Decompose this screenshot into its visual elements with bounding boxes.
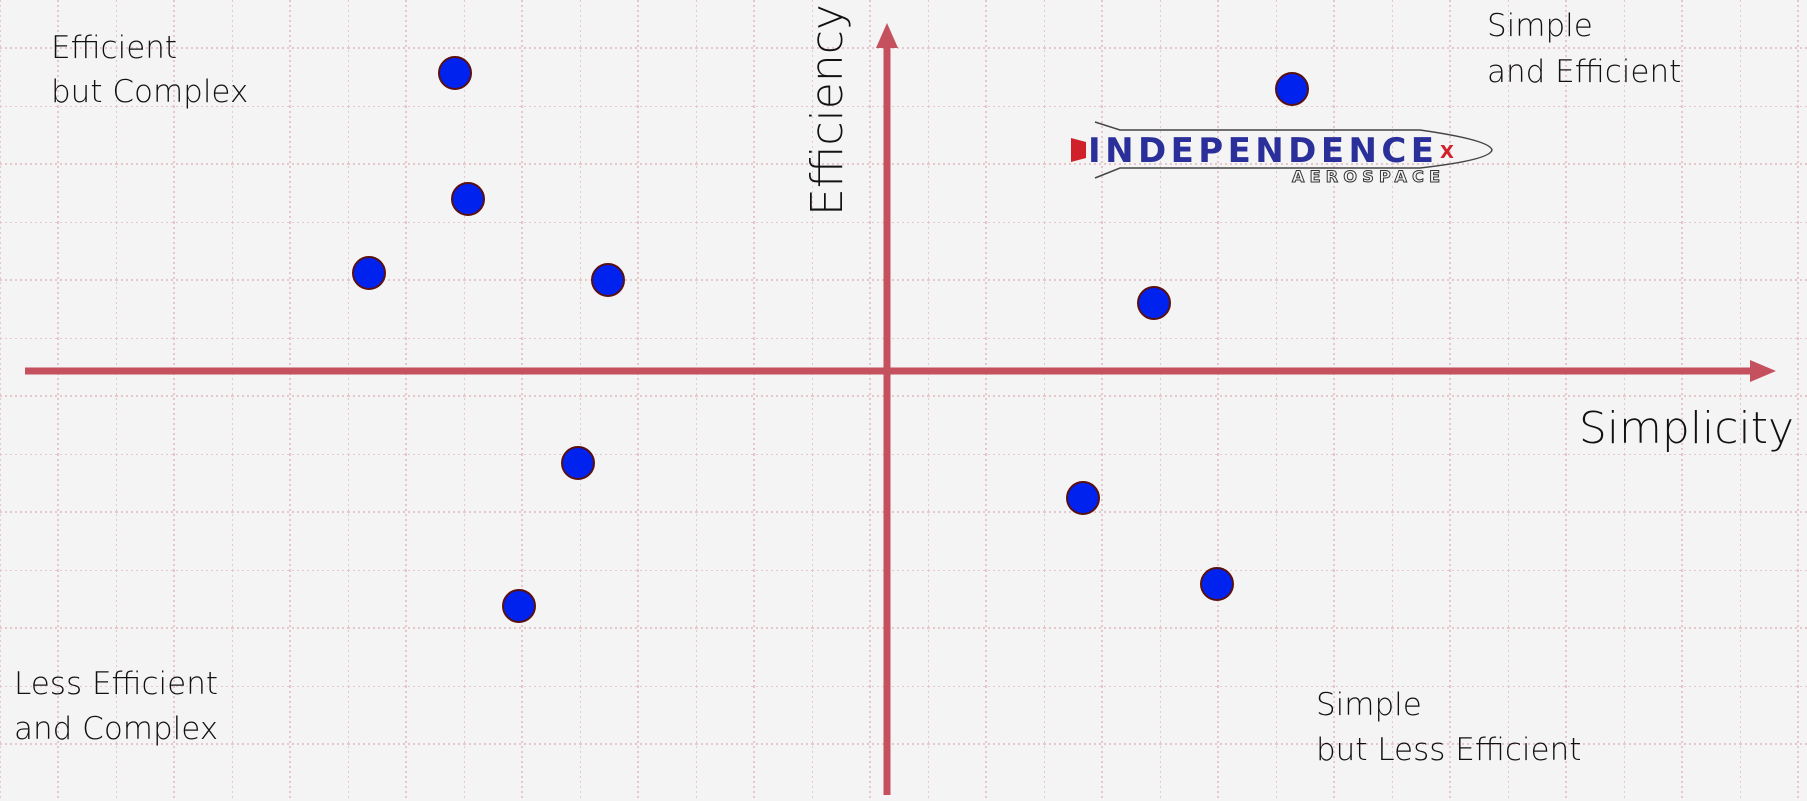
logo-mark: X xyxy=(1440,142,1454,163)
dot xyxy=(591,263,625,297)
quadrant-label: Less Efficient xyxy=(14,666,218,702)
logo-rocket xyxy=(1094,121,1493,179)
dot xyxy=(1275,72,1309,106)
quadrant-label: but Less Efficient xyxy=(1316,732,1581,768)
dots xyxy=(352,56,1309,623)
quadrant-label: and Complex xyxy=(14,711,218,747)
y-axis-label: Efficiency xyxy=(802,4,853,216)
logo-flame xyxy=(1071,138,1086,162)
quadrant-label: and Efficient xyxy=(1487,54,1681,90)
quadrant-label: Efficient xyxy=(51,30,177,66)
quadrant-label: but Complex xyxy=(51,74,248,110)
dot xyxy=(451,182,485,216)
x-axis-label: Simplicity xyxy=(1579,403,1794,454)
quadrant-label: Simple xyxy=(1487,8,1593,44)
dot xyxy=(502,589,536,623)
dot xyxy=(1137,286,1171,320)
dot xyxy=(438,56,472,90)
logo-name: INDEPENDENCE xyxy=(1088,131,1433,171)
logo-sub: AEROSPACE xyxy=(1292,167,1440,186)
quadrant-label: Simple xyxy=(1316,687,1422,723)
y-arrow xyxy=(876,23,898,48)
dot xyxy=(1066,481,1100,515)
dot xyxy=(1200,567,1234,601)
dot xyxy=(352,256,386,290)
dot xyxy=(561,446,595,480)
x-arrow xyxy=(1750,360,1776,382)
